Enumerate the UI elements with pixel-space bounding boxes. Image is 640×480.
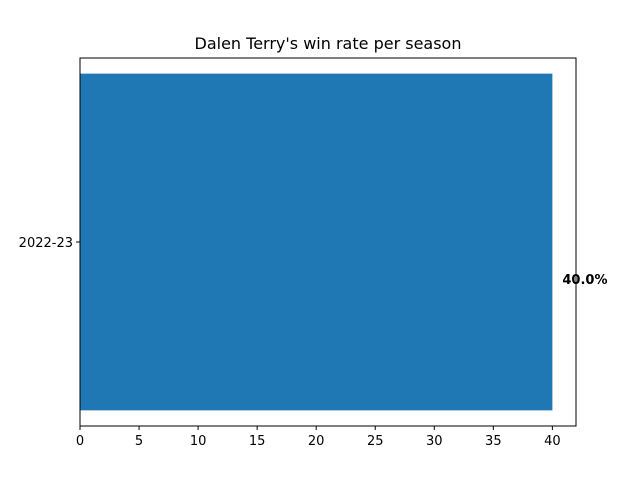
x-tick-label: 5 [135, 434, 143, 449]
x-tick-label: 10 [190, 434, 207, 449]
y-axis-ticks: 2022-23 [19, 236, 80, 251]
data-labels: 40.0% [562, 273, 607, 288]
x-tick-label: 40 [544, 434, 561, 449]
bar-2022-23 [80, 73, 553, 411]
x-tick-label: 35 [485, 434, 502, 449]
x-tick-label: 0 [76, 434, 84, 449]
x-tick-label: 25 [367, 434, 384, 449]
x-tick-label: 30 [426, 434, 443, 449]
chart-title: Dalen Terry's win rate per season [195, 34, 462, 53]
y-tick-label: 2022-23 [19, 236, 73, 251]
x-axis-ticks: 0 5 10 15 20 25 30 35 40 [76, 426, 561, 449]
x-tick-label: 15 [249, 434, 266, 449]
bars-layer [80, 73, 553, 411]
data-label: 40.0% [562, 273, 607, 288]
x-tick-label: 20 [308, 434, 325, 449]
plot-frame [79, 57, 577, 427]
